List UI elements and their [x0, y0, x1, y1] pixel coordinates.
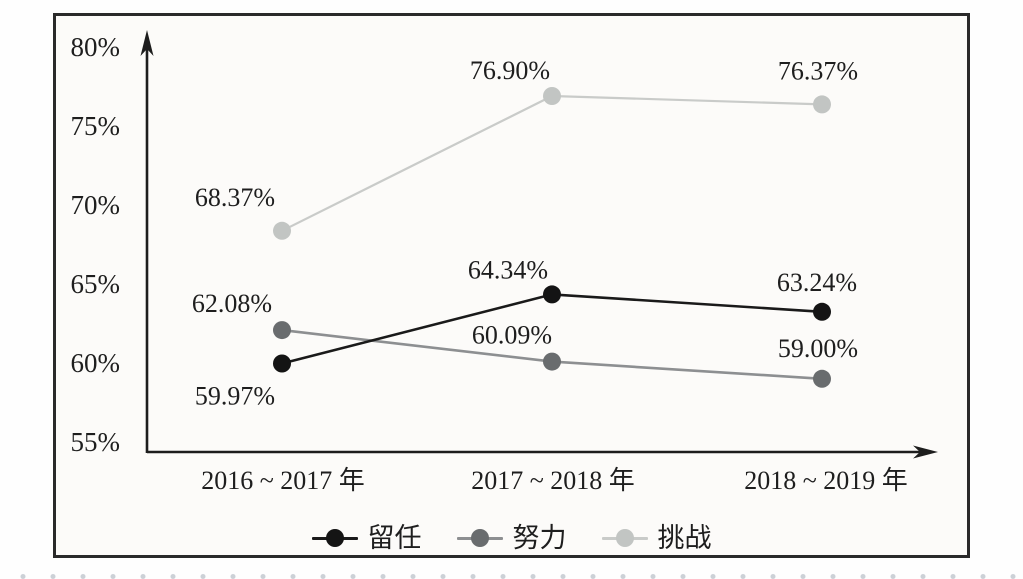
x-axis-tick-labels: 2016 ~ 2017 年 2017 ~ 2018 年 2018 ~ 2019 年 — [201, 466, 908, 495]
legend-item-nuli: 努力 — [456, 522, 567, 553]
legend-marker-icon — [311, 529, 358, 547]
data-label-努力: 60.09% — [472, 321, 552, 350]
legend-item-liuren: 留任 — [311, 522, 422, 553]
y-tick-label: 75% — [71, 111, 121, 141]
data-label-留任: 63.24% — [777, 268, 857, 297]
data-label-努力: 62.08% — [192, 289, 272, 318]
legend-marker-icon — [601, 529, 648, 547]
legend-marker-icon — [456, 529, 503, 547]
data-point-留任 — [273, 354, 291, 373]
y-axis-tick-labels: 80% 75% 70% 65% 60% 55% — [71, 32, 121, 457]
data-label-挑战: 68.37% — [195, 183, 275, 212]
data-label-挑战: 76.37% — [778, 56, 858, 85]
legend-label: 留任 — [367, 522, 422, 553]
x-tick-label: 2016 ~ 2017 年 — [201, 466, 365, 495]
data-label-留任: 59.97% — [195, 382, 275, 411]
legend-label: 挑战 — [657, 522, 712, 553]
data-point-留任 — [543, 285, 561, 304]
series-line-挑战 — [281, 94, 823, 232]
data-label-挑战: 76.90% — [470, 56, 550, 85]
x-tick-label: 2017 ~ 2018 年 — [471, 466, 635, 495]
chart-legend: 留任 努力 挑战 — [53, 520, 970, 556]
legend-item-tiaozhan: 挑战 — [601, 522, 712, 553]
data-label-留任: 64.34% — [468, 255, 548, 284]
series-layer: 68.37% 76.90% 76.37% 62.08% 60.09% 59.00% 59.9… — [192, 56, 858, 411]
data-point-努力 — [543, 352, 561, 371]
data-point-留任 — [813, 302, 831, 321]
y-axis-arrow-icon — [140, 30, 154, 56]
y-tick-label: 65% — [71, 269, 121, 299]
data-point-挑战 — [273, 221, 291, 240]
legend-label: 努力 — [512, 522, 567, 553]
y-tick-label: 80% — [71, 32, 121, 62]
y-tick-label: 70% — [71, 190, 121, 220]
y-tick-label: 55% — [71, 427, 121, 457]
data-point-挑战 — [813, 95, 831, 114]
x-tick-label: 2018 ~ 2019 年 — [744, 466, 908, 495]
data-point-努力 — [813, 369, 831, 388]
bottom-dotted-divider — [0, 570, 1023, 579]
x-axis-arrow-icon — [913, 445, 938, 459]
y-tick-label: 60% — [71, 348, 121, 378]
data-label-努力: 59.00% — [778, 334, 858, 363]
data-point-努力 — [273, 321, 291, 340]
data-point-挑战 — [543, 87, 561, 105]
